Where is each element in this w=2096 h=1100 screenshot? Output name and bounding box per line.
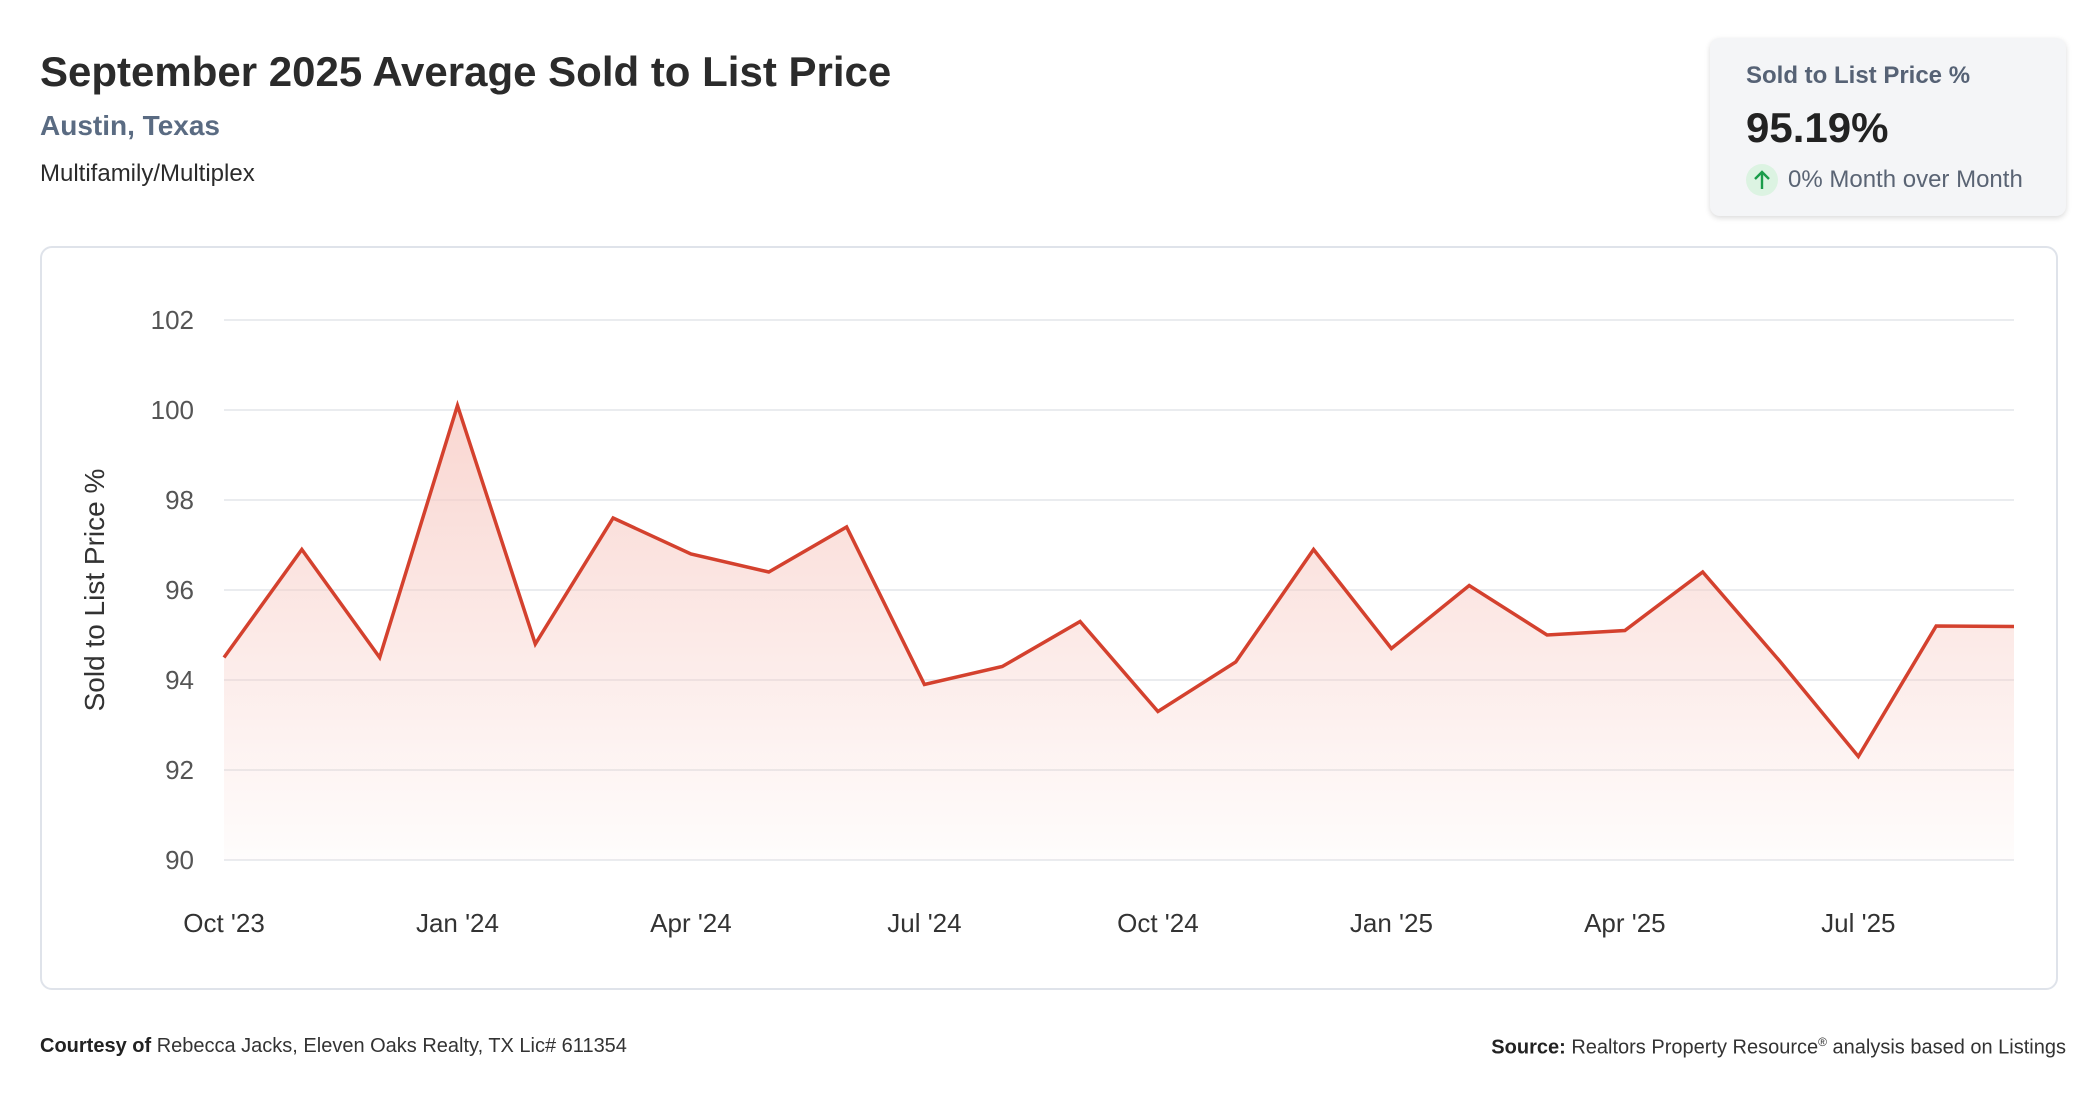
courtesy-footer: Courtesy of Rebecca Jacks, Eleven Oaks R… xyxy=(40,1035,627,1058)
data-point xyxy=(1155,709,1161,715)
x-tick-label: Oct '23 xyxy=(183,908,265,938)
registered-mark: ® xyxy=(1818,1035,1827,1049)
x-tick-label: Jan '25 xyxy=(1350,908,1433,938)
area-fill xyxy=(224,405,2014,860)
source-label: Source: xyxy=(1491,1036,1566,1059)
data-point xyxy=(921,682,927,688)
data-point xyxy=(221,655,227,661)
data-point xyxy=(299,547,305,553)
data-point xyxy=(688,551,694,557)
x-tick-label: Jul '25 xyxy=(1821,908,1895,938)
arrow-up-icon xyxy=(1746,164,1778,196)
data-point xyxy=(1311,547,1317,553)
data-point xyxy=(1933,623,1939,629)
data-point xyxy=(1700,569,1706,575)
source-footer: Source: Realtors Property Resource® anal… xyxy=(1491,1035,2066,1060)
data-point xyxy=(1466,583,1472,589)
page-title: September 2025 Average Sold to List Pric… xyxy=(40,48,892,95)
data-point xyxy=(377,655,383,661)
courtesy-text: Rebecca Jacks, Eleven Oaks Realty, TX Li… xyxy=(156,1035,627,1057)
y-tick-label: 96 xyxy=(165,575,194,605)
x-tick-label: Jul '24 xyxy=(887,908,961,938)
x-tick-label: Apr '24 xyxy=(650,908,732,938)
data-point xyxy=(1544,632,1550,638)
data-point xyxy=(999,664,1005,670)
y-tick-label: 98 xyxy=(165,485,194,515)
line-chart: 90 92 94 96 98 100 102 Sold to List Price % Oct … xyxy=(79,305,2017,938)
source-text: Realtors Property Resource xyxy=(1571,1036,1819,1059)
data-point xyxy=(1622,628,1628,634)
chart-panel: 90 92 94 96 98 100 102 Sold to List Price % Oct … xyxy=(40,246,2058,990)
x-tick-label: Oct '24 xyxy=(1117,908,1199,938)
data-point xyxy=(1077,619,1083,625)
y-tick-label: 100 xyxy=(151,395,194,425)
kpi-change: 0% Month over Month xyxy=(1746,164,2066,196)
data-point xyxy=(1778,659,1784,665)
data-point xyxy=(766,569,772,575)
kpi-card: Sold to List Price % 95.19% 0% Month ove… xyxy=(1710,38,2066,216)
series-line xyxy=(222,399,2015,760)
x-tick-label: Apr '25 xyxy=(1584,908,1666,938)
data-point xyxy=(844,524,850,530)
y-tick-label: 92 xyxy=(165,755,194,785)
y-tick-label: 102 xyxy=(151,305,194,335)
data-point xyxy=(454,403,460,409)
data-point xyxy=(532,641,538,647)
data-point xyxy=(610,515,616,521)
data-point xyxy=(1855,754,1861,760)
property-category: Multifamily/Multiplex xyxy=(40,160,255,187)
location-subtitle: Austin, Texas xyxy=(40,110,220,141)
source-suffix: analysis based on Listings xyxy=(1832,1036,2066,1059)
data-point xyxy=(2011,623,2017,629)
kpi-value: 95.19% xyxy=(1746,104,1889,151)
y-tick-label: 94 xyxy=(165,665,194,695)
y-tick-label: 90 xyxy=(165,845,194,875)
data-point xyxy=(1233,659,1239,665)
kpi-label: Sold to List Price % xyxy=(1746,62,1971,89)
x-tick-label: Jan '24 xyxy=(416,908,499,938)
data-point xyxy=(1388,646,1394,652)
kpi-change-text: 0% Month over Month xyxy=(1788,166,2023,193)
y-axis-label: Sold to List Price % xyxy=(79,469,110,712)
courtesy-label: Courtesy of xyxy=(40,1035,152,1057)
